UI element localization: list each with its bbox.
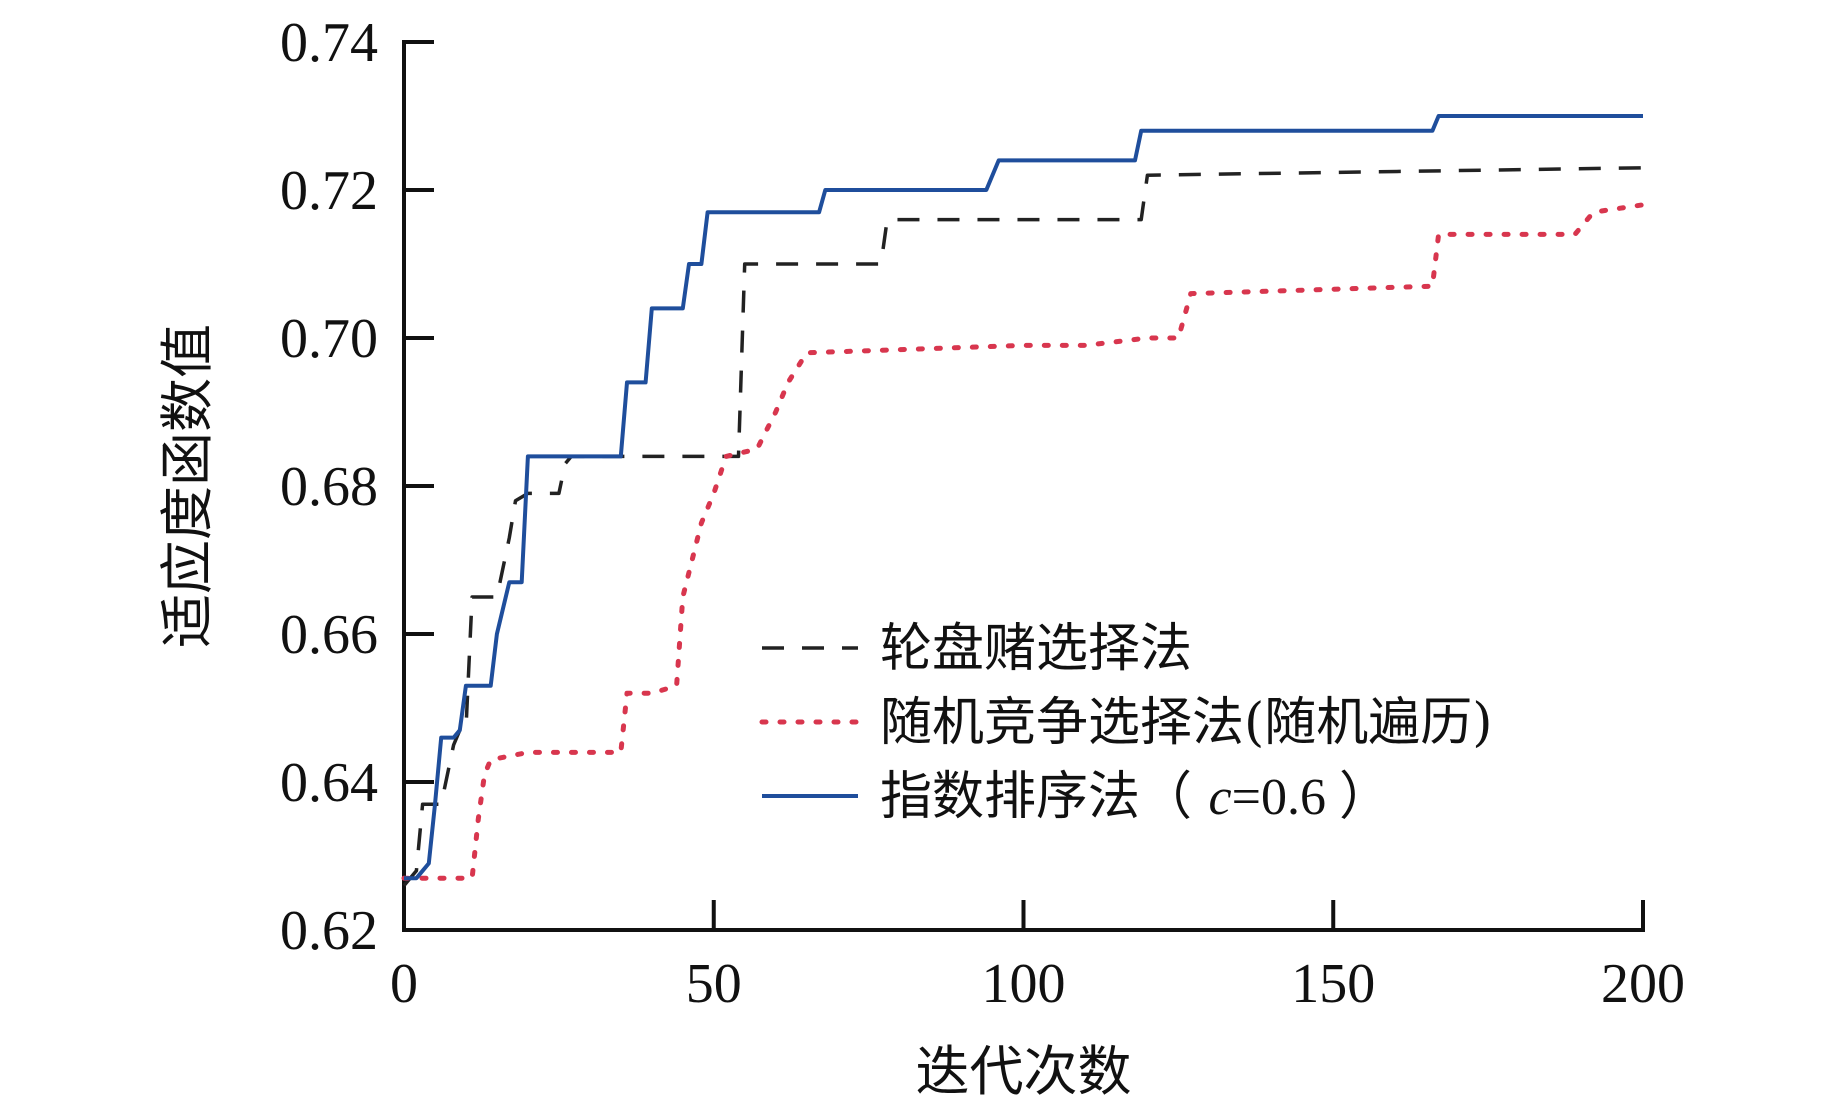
x-tick-label: 50 [686, 953, 742, 1015]
axes-layer [402, 40, 1645, 932]
y-tick-label: 0.70 [280, 308, 378, 370]
random-competition-series-line [401, 202, 1646, 881]
y-tick-label: 0.74 [280, 12, 378, 74]
x-axis-title: 迭代次数 [916, 1040, 1132, 1103]
labels-layer: 0.62 0.64 0.66 0.68 0.70 0.72 0.74 0 50 100 150 200… [156, 12, 1685, 1103]
exponential-ranking-series-line [404, 114, 1643, 881]
y-axis-title: 适应度函数值 [156, 324, 219, 648]
legend-label-roulette: 轮盘赌选择法 [880, 619, 1192, 679]
y-tick-label: 0.72 [280, 160, 378, 222]
y-tick-label: 0.64 [280, 752, 378, 814]
y-tick-label: 0.66 [280, 604, 378, 666]
legend-label-exponential-ranking: 指数排序法（ c=0.6 ） [880, 767, 1391, 827]
x-tick-label: 200 [1601, 953, 1685, 1015]
y-tick-label: 0.68 [280, 456, 378, 518]
x-tick-label: 100 [982, 953, 1066, 1015]
x-tick-label: 150 [1291, 953, 1375, 1015]
y-tick-label: 0.62 [280, 900, 378, 962]
x-tick-label: 0 [390, 953, 418, 1015]
legend-label-random-competition: 随机竞争选择法(随机遍历) [880, 693, 1493, 753]
series-layer [401, 114, 1646, 887]
